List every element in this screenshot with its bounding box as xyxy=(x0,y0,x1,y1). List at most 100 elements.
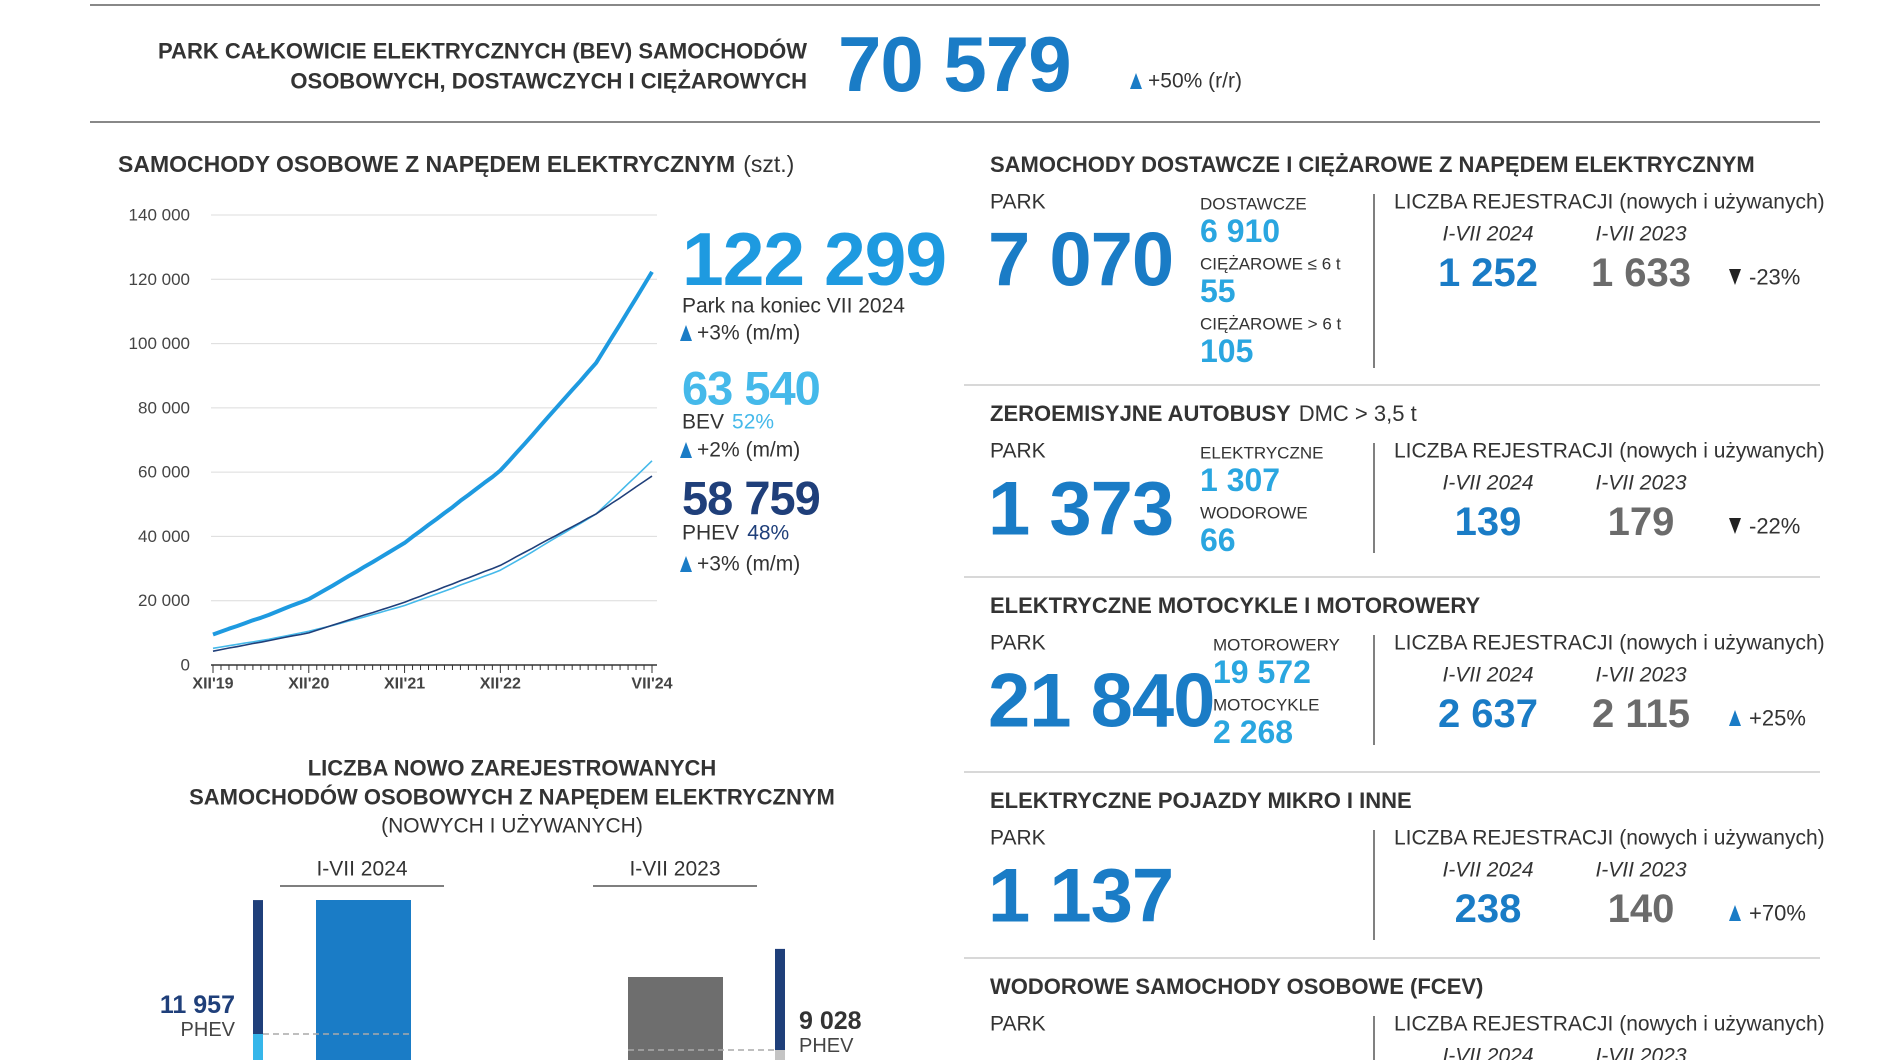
legend-share: 48% xyxy=(747,522,789,545)
period-label: I-VII 2024 xyxy=(1442,223,1533,246)
chart-subtitle: (NOWYCH I UŻYWANYCH) xyxy=(381,815,643,838)
series-line xyxy=(212,270,654,637)
y-tick-label: 120 000 xyxy=(129,270,190,289)
up-arrow xyxy=(680,442,692,458)
group-label: I-VII 2023 xyxy=(629,858,720,881)
park-label: PARK xyxy=(990,827,1046,850)
park-value: 1 137 xyxy=(988,854,1173,939)
bar-segment xyxy=(775,948,785,1050)
change-label: -23% xyxy=(1749,265,1800,290)
park-label: PARK xyxy=(990,632,1046,655)
x-tick-label: XII'21 xyxy=(384,676,425,693)
registrations-label: LICZBA REJESTRACJI (nowych i używanych) xyxy=(1394,632,1825,655)
panel-title-main: ZEROEMISYJNE AUTOBUSY xyxy=(990,401,1291,426)
y-tick-label: 140 000 xyxy=(129,206,190,225)
breakdown-value: 19 572 xyxy=(1213,654,1311,690)
chart-title: SAMOCHODY OSOBOWE Z NAPĘDEM ELEKTRYCZNYM… xyxy=(118,151,794,177)
registrations-value: 139 xyxy=(1455,500,1522,544)
legend-change: +3% (m/m) xyxy=(697,553,800,576)
x-tick-label: XII'22 xyxy=(480,676,521,693)
panel-title: ELEKTRYCZNE POJAZDY MIKRO I INNE xyxy=(990,788,1412,813)
y-tick-label: 100 000 xyxy=(129,334,190,353)
breakdown-label: ELEKTRYCZNE xyxy=(1200,444,1323,463)
registrations-label: LICZBA REJESTRACJI (nowych i używanych) xyxy=(1394,1013,1825,1036)
up-arrow xyxy=(1130,73,1142,89)
group-label: I-VII 2024 xyxy=(316,858,407,881)
y-tick-label: 80 000 xyxy=(138,398,190,417)
panel-title: SAMOCHODY DOSTAWCZE I CIĘŻAROWE Z NAPĘDE… xyxy=(990,152,1755,177)
registrations-value: 2 637 xyxy=(1438,692,1538,736)
y-tick-label: 20 000 xyxy=(138,591,190,610)
value-label: 11 957 xyxy=(160,991,235,1019)
registrations-label: LICZBA REJESTRACJI (nowych i używanych) xyxy=(1394,827,1825,850)
x-tick-label: VII'24 xyxy=(631,676,672,693)
registrations-value: 238 xyxy=(1455,887,1522,931)
value-label-name: PHEV xyxy=(181,1019,236,1041)
x-tick-label: XII'20 xyxy=(288,676,329,693)
panel-title: ELEKTRYCZNE MOTOCYKLE I MOTOROWERY xyxy=(990,593,1480,618)
panel-title-main: WODOROWE SAMOCHODY OSOBOWE (FCEV) xyxy=(990,974,1483,999)
panel-title: ZEROEMISYJNE AUTOBUSY DMC > 3,5 t xyxy=(990,401,1417,426)
panel-title-note: DMC > 3,5 t xyxy=(1299,401,1417,426)
change-label: -22% xyxy=(1749,514,1800,539)
period-label: I-VII 2024 xyxy=(1442,859,1533,882)
y-tick-label: 40 000 xyxy=(138,527,190,546)
breakdown-label: CIĘŻAROWE ≤ 6 t xyxy=(1200,255,1341,274)
breakdown-value: 1 307 xyxy=(1200,462,1280,498)
legend-name: PHEV xyxy=(682,522,739,545)
legend-name: Park na koniec VII 2024 xyxy=(682,295,905,318)
breakdown-label: DOSTAWCZE xyxy=(1200,195,1307,214)
header-title: OSOBOWYCH, DOSTAWCZYCH I CIĘŻAROWYCH xyxy=(290,69,807,94)
period-label: I-VII 2024 xyxy=(1442,472,1533,495)
legend-name: BEV xyxy=(682,411,724,434)
panel-title: WODOROWE SAMOCHODY OSOBOWE (FCEV) xyxy=(990,974,1483,999)
y-tick-label: 60 000 xyxy=(138,463,190,482)
value-label: 9 028 xyxy=(799,1007,862,1035)
change-label: +25% xyxy=(1749,706,1806,731)
period-label: I-VII 2023 xyxy=(1595,472,1686,495)
legend-share: 52% xyxy=(732,411,774,434)
up-arrow xyxy=(1729,710,1741,726)
up-arrow xyxy=(1729,905,1741,921)
down-arrow xyxy=(1729,518,1741,534)
total-bar xyxy=(316,900,411,1060)
registrations-label: LICZBA REJESTRACJI (nowych i używanych) xyxy=(1394,191,1825,214)
strip-below xyxy=(775,1050,785,1060)
chart-title: SAMOCHODÓW OSOBOWYCH Z NAPĘDEM ELEKTRYCZ… xyxy=(189,785,835,810)
park-label: PARK xyxy=(990,440,1046,463)
legend-change: +2% (m/m) xyxy=(697,439,800,462)
registrations-value: 2 115 xyxy=(1592,692,1690,736)
header-value: 70 579 xyxy=(838,20,1071,108)
value-label-name: PHEV xyxy=(799,1035,854,1057)
panel-title-main: ELEKTRYCZNE MOTOCYKLE I MOTOROWERY xyxy=(990,593,1480,618)
period-label: I-VII 2023 xyxy=(1595,223,1686,246)
legend-value: 63 540 xyxy=(682,362,820,415)
x-tick-label: XII'19 xyxy=(192,676,233,693)
breakdown-value: 105 xyxy=(1200,333,1253,369)
breakdown-value: 2 268 xyxy=(1213,714,1293,750)
registrations-value: 1 633 xyxy=(1591,251,1691,295)
park-label: PARK xyxy=(990,1013,1046,1036)
chart-title-main: SAMOCHODY OSOBOWE Z NAPĘDEM ELEKTRYCZNYM xyxy=(118,151,735,177)
header-title: PARK CAŁKOWICIE ELEKTRYCZNYCH (BEV) SAMO… xyxy=(158,39,807,64)
panel-title-main: ELEKTRYCZNE POJAZDY MIKRO I INNE xyxy=(990,788,1412,813)
chart-title: LICZBA NOWO ZAREJESTROWANYCH xyxy=(308,756,717,781)
down-arrow xyxy=(1729,269,1741,285)
chart-unit: (szt.) xyxy=(743,151,794,177)
strip-below xyxy=(253,1034,263,1060)
period-label: I-VII 2024 xyxy=(1442,1045,1533,1060)
change-label: +70% xyxy=(1749,901,1806,926)
legend-change: +3% (m/m) xyxy=(697,322,800,345)
series-line xyxy=(212,475,653,652)
breakdown-value: 55 xyxy=(1200,273,1236,309)
registrations-label: LICZBA REJESTRACJI (nowych i używanych) xyxy=(1394,440,1825,463)
up-arrow xyxy=(680,556,692,572)
total-bar xyxy=(628,977,723,1060)
breakdown-value: 6 910 xyxy=(1200,213,1280,249)
registrations-value: 179 xyxy=(1608,500,1675,544)
series-line xyxy=(212,460,653,650)
breakdown-label: MOTOROWERY xyxy=(1213,636,1340,655)
breakdown-label: MOTOCYKLE xyxy=(1213,696,1319,715)
